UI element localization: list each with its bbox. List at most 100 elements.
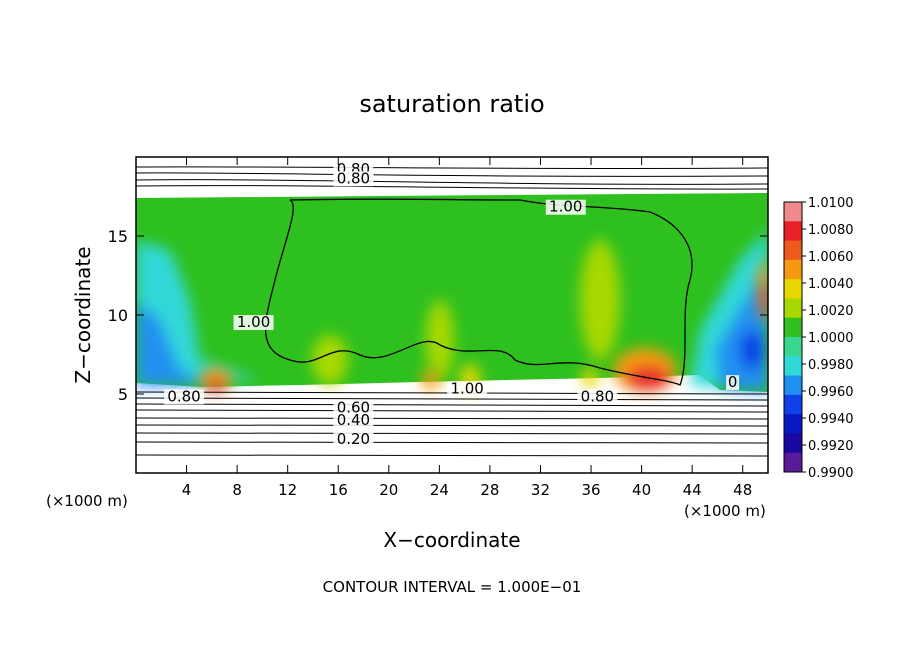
colorbar-swatch (784, 414, 802, 434)
field-light-green-1 (426, 300, 454, 380)
colorbar-label: 0.9900 (808, 466, 854, 481)
contour-label-bg (545, 199, 586, 215)
field-warm-patches (200, 260, 768, 392)
contour-label: 0.20 (337, 430, 370, 448)
x-tick-label: 36 (581, 481, 600, 499)
colorbar-swatch (784, 240, 802, 261)
field-light-green-2 (580, 240, 620, 360)
contour-bottom-5 (136, 417, 768, 420)
field-light-green-3 (312, 335, 348, 385)
contour-label: 1.00 (450, 379, 483, 397)
chart-title: saturation ratio (359, 90, 544, 118)
contour-bottom-1 (136, 391, 768, 395)
colorbar-label: 0.9980 (808, 358, 854, 373)
contour-top-4 (136, 185, 768, 190)
contour-bottom-7 (136, 432, 768, 435)
contour-lines-top (136, 166, 768, 190)
colorbar-swatch (784, 337, 802, 357)
field-deep-blue-right (740, 330, 764, 370)
field-hot-patch-x49 (762, 282, 768, 318)
field-warm-patch-x24 (422, 370, 438, 390)
colorbar-swatch (784, 221, 802, 242)
y-axis: 5 10 15 (108, 227, 768, 404)
contour-label-bg (333, 400, 374, 416)
contour-bottom-2 (136, 397, 768, 401)
x-tick-label: 12 (278, 481, 297, 499)
colorbar-label: 0.9920 (808, 439, 854, 454)
contour-top-2 (136, 172, 768, 177)
colorbar-swatch (784, 356, 802, 377)
contour-bottom-6 (136, 424, 768, 427)
x-axis-title: X−coordinate (383, 528, 520, 552)
contour-top-1 (136, 166, 768, 170)
contour-label: 1.00 (237, 313, 270, 331)
colorbar-swatch (784, 433, 802, 454)
colorbar-label: 0.9940 (808, 412, 854, 427)
contour-bottom-3 (136, 403, 768, 407)
x-tick-label: 40 (632, 481, 651, 499)
colorbar: 1.0100 1.0080 1.0060 1.0040 1.0020 1.0000 0.99… (783, 196, 854, 481)
field-shading (136, 230, 768, 392)
y-tick-label: 15 (108, 227, 128, 246)
x-unit-label-right: (×1000 m) (684, 502, 766, 520)
contour-label: 1.00 (549, 198, 582, 216)
contour-bottom-4 (136, 409, 768, 413)
contour-label-bg (333, 171, 374, 187)
contour-label-bg (333, 413, 374, 429)
contour-lines-bottom (136, 391, 768, 457)
colorbar-swatch (784, 394, 802, 415)
contour-label: 0.60 (337, 398, 370, 416)
colorbar-label: 1.0020 (808, 304, 854, 319)
contour-label-bg (164, 389, 205, 405)
x-tick-label: 44 (683, 481, 702, 499)
y-tick-label: 5 (118, 385, 128, 404)
x-tick-label: 4 (182, 481, 192, 499)
x-axis: 4 8 12 16 20 24 28 32 36 40 44 48 (182, 157, 752, 499)
contour-label: 0.40 (337, 411, 370, 429)
colorbar-swatch (784, 279, 802, 299)
contour-label: 0 (728, 373, 738, 391)
contour-label-bg (447, 381, 488, 397)
contour-label-bg (577, 389, 618, 405)
field-upper-dry-band (136, 188, 768, 198)
x-unit-label-left: (×1000 m) (46, 492, 128, 510)
y-axis-title: Z−coordinate (71, 246, 95, 383)
contour-top-3 (136, 179, 768, 185)
colorbar-swatch (784, 202, 802, 222)
colorbar-swatch (784, 375, 802, 396)
colorbar-swatch (784, 317, 802, 338)
saturation-field: 0.800.801.001.001.000.80 0.800.600.400.20… (136, 157, 768, 473)
contour-labels: 0.800.801.001.001.000.80 0.800.600.400.20… (164, 160, 740, 448)
colorbar-swatch (784, 259, 802, 280)
x-tick-label: 48 (733, 481, 752, 499)
contour-bottom-9 (136, 454, 768, 457)
colorbar-label: 1.0060 (808, 250, 854, 265)
colorbar-label: 1.0100 (808, 196, 854, 211)
x-tick-label: 32 (531, 481, 550, 499)
x-tick-label: 20 (379, 481, 398, 499)
y-tick-label: 10 (108, 306, 128, 325)
contour-label-bg (333, 431, 374, 447)
colorbar-swatch (784, 298, 802, 319)
contour-label: 0.80 (337, 169, 370, 187)
contour-label: 0.80 (581, 387, 614, 405)
x-tick-label: 16 (329, 481, 348, 499)
contour-label-bg (233, 315, 274, 331)
colorbar-label: 1.0040 (808, 277, 854, 292)
field-hot-patch-x6 (206, 380, 226, 392)
field-warm-patch-x35 (582, 368, 598, 388)
contour-label-bg (726, 375, 740, 391)
colorbar-label: 0.9960 (808, 385, 854, 400)
contour-bottom-8 (136, 441, 768, 444)
contour-label: 0.80 (167, 387, 200, 405)
colorbar-swatch (784, 452, 802, 473)
colorbar-label: 1.0080 (808, 223, 854, 238)
contour-interval-note: CONTOUR INTERVAL = 1.000E−01 (323, 578, 582, 596)
x-tick-label: 24 (430, 481, 449, 499)
field-blue-left-deep (136, 300, 210, 386)
x-tick-label: 8 (232, 481, 242, 499)
x-tick-label: 28 (480, 481, 499, 499)
colorbar-label: 1.0000 (808, 331, 854, 346)
